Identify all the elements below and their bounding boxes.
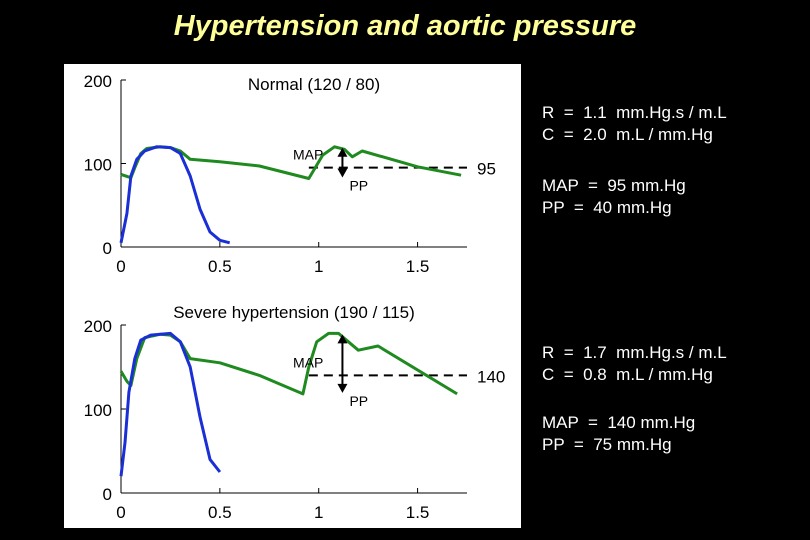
x-tick-label: 0.5 <box>208 503 232 522</box>
chart-hyper: 0 100 200 0 0.5 1 1.5 Severe hypertension (190 … <box>84 303 506 522</box>
normal-map-value: MAP = 95 mm.Hg <box>542 176 686 195</box>
map-value-label-hyper: 140 <box>477 367 505 386</box>
y-tick-label: 0 <box>103 239 112 258</box>
normal-pp-value: PP = 40 mm.Hg <box>542 198 672 217</box>
x-tick-label: 1 <box>314 257 323 276</box>
y-tick-label: 200 <box>84 72 112 91</box>
chart-normal: 0 100 200 0 0.5 1 1.5 Normal (120 / 80) 95 MAP PP <box>84 72 496 276</box>
pp-annotation-hyper: PP <box>349 393 368 409</box>
x-tick-label: 1.5 <box>406 257 430 276</box>
pp-arrow-head-bottom <box>337 383 348 393</box>
plot-panel: 0 100 200 0 0.5 1 1.5 Normal (120 / 80) 95 MAP PP 0… <box>64 64 521 528</box>
hyper-map-value: MAP = 140 mm.Hg <box>542 413 696 432</box>
ventricular-pressure-line-hyper <box>119 331 222 477</box>
aortic-pressure-line-hyper <box>119 331 458 396</box>
pp-arrow-head-bottom <box>337 168 348 178</box>
x-tick-label: 0.5 <box>208 257 232 276</box>
map-value-label-normal: 95 <box>477 160 496 179</box>
hyper-resistance: R = 1.7 mm.Hg.s / m.L <box>542 343 727 362</box>
map-annotation-hyper: MAP <box>293 354 323 370</box>
chart-title-hyper: Severe hypertension (190 / 115) <box>173 303 415 322</box>
y-tick-label: 0 <box>103 485 112 504</box>
hyper-pp-value: PP = 75 mm.Hg <box>542 435 672 454</box>
y-tick-label: 200 <box>84 317 112 336</box>
pp-arrow-head-top <box>337 147 348 157</box>
x-tick-label: 1 <box>314 503 323 522</box>
normal-compliance: C = 2.0 m.L / mm.Hg <box>542 125 713 144</box>
y-tick-label: 100 <box>84 401 112 420</box>
ventricular-pressure-line-normal <box>119 145 231 245</box>
x-tick-label: 0 <box>116 257 125 276</box>
normal-resistance: R = 1.1 mm.Hg.s / m.L <box>542 103 727 122</box>
aortic-pressure-line-normal <box>120 145 462 180</box>
slide-title: Hypertension and aortic pressure <box>173 10 637 42</box>
y-tick-label: 100 <box>84 156 112 175</box>
x-tick-label: 0 <box>116 503 125 522</box>
map-annotation-normal: MAP <box>293 147 323 163</box>
pp-arrow-head-top <box>337 334 348 344</box>
pp-annotation-normal: PP <box>349 178 368 194</box>
chart-title-normal: Normal (120 / 80) <box>248 75 380 94</box>
x-tick-label: 1.5 <box>406 503 430 522</box>
hyper-compliance: C = 0.8 m.L / mm.Hg <box>542 365 713 384</box>
